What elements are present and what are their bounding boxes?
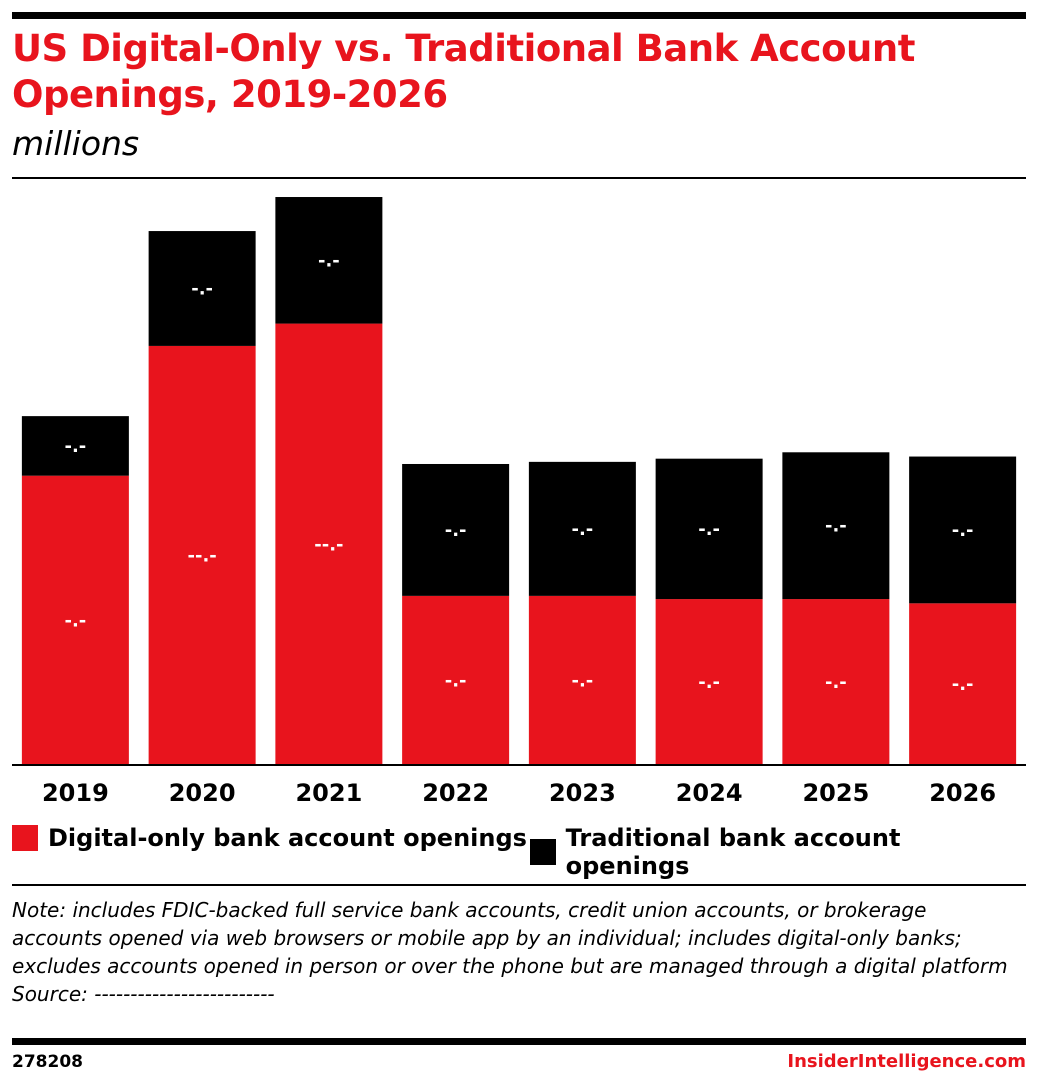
x-tick-label-2021: 2021: [295, 779, 362, 807]
legend-label-digital: Digital-only bank account openings: [48, 824, 527, 852]
data-label-digital-2024: -.-: [698, 672, 720, 693]
legend-item-digital: Digital-only bank account openings: [12, 824, 527, 852]
data-label-traditional-2022: -.-: [445, 520, 467, 541]
bar-digital-2026: [909, 603, 1017, 765]
bar-traditional-2020: [148, 231, 256, 346]
bottom-rule: [12, 1038, 1026, 1045]
x-tick-label-2022: 2022: [422, 779, 489, 807]
x-tick-label-2024: 2024: [676, 779, 743, 807]
bar-traditional-2022: [402, 463, 510, 596]
x-tick-label-2023: 2023: [549, 779, 616, 807]
legend-label-traditional: Traditional bank account openings: [565, 824, 901, 880]
x-tick-label-2019: 2019: [42, 779, 109, 807]
footnote: Note: includes FDIC-backed full service …: [12, 896, 1022, 1008]
data-label-traditional-2024: -.-: [698, 519, 720, 540]
note-text: Note: includes FDIC-backed full service …: [12, 898, 1008, 978]
bar-traditional-2021: [275, 197, 383, 324]
legend-divider: [12, 884, 1026, 886]
bar-traditional-2026: [909, 456, 1017, 604]
bar-digital-2024: [655, 599, 763, 765]
bar-traditional-2024: [655, 458, 763, 600]
stacked-bar-chart: -.- -.- 2019 --.- -.- 2020 --.- -.- 2021 -.- -.- 20…: [12, 197, 1026, 807]
legend-swatch-digital: [12, 825, 38, 851]
bar-digital-2021: [275, 323, 383, 765]
data-label-traditional-2019: -.-: [64, 436, 86, 457]
chart-title: US Digital-Only vs. Traditional Bank Acc…: [12, 27, 915, 116]
bar-traditional-2023: [528, 461, 636, 596]
source-text: Source: -------------------------: [12, 982, 275, 1006]
data-label-traditional-2025: -.-: [825, 516, 847, 537]
bar-digital-2019: [21, 475, 129, 765]
bar-traditional-2019: [21, 416, 129, 476]
bar-traditional-2025: [782, 452, 890, 600]
top-rule: [12, 12, 1026, 19]
bar-digital-2023: [528, 595, 636, 765]
data-label-digital-2026: -.-: [952, 674, 974, 695]
chart-subtitle: millions: [12, 124, 140, 163]
x-tick-label-2020: 2020: [169, 779, 236, 807]
data-label-digital-2022: -.-: [445, 670, 467, 691]
data-label-digital-2025: -.-: [825, 672, 847, 693]
title-divider: [12, 177, 1026, 179]
data-label-digital-2020: --.-: [188, 545, 217, 566]
legend-item-traditional: Traditional bank account openings: [530, 824, 1026, 880]
data-label-digital-2021: --.-: [314, 534, 343, 555]
chart-id: 278208: [12, 1052, 83, 1072]
bar-digital-2022: [402, 595, 510, 765]
legend-swatch-traditional: [530, 839, 556, 865]
bar-digital-2025: [782, 599, 890, 765]
data-label-traditional-2021: -.-: [318, 250, 340, 271]
data-label-traditional-2020: -.-: [191, 278, 213, 299]
data-label-traditional-2023: -.-: [571, 519, 593, 540]
data-label-traditional-2026: -.-: [952, 520, 974, 541]
legend: Digital-only bank account openings Tradi…: [12, 824, 1026, 880]
x-tick-label-2025: 2025: [802, 779, 869, 807]
data-label-digital-2019: -.-: [64, 610, 86, 631]
bar-digital-2020: [148, 345, 256, 765]
brand-link[interactable]: InsiderIntelligence.com: [787, 1051, 1026, 1072]
x-tick-label-2026: 2026: [929, 779, 996, 807]
data-label-digital-2023: -.-: [571, 670, 593, 691]
